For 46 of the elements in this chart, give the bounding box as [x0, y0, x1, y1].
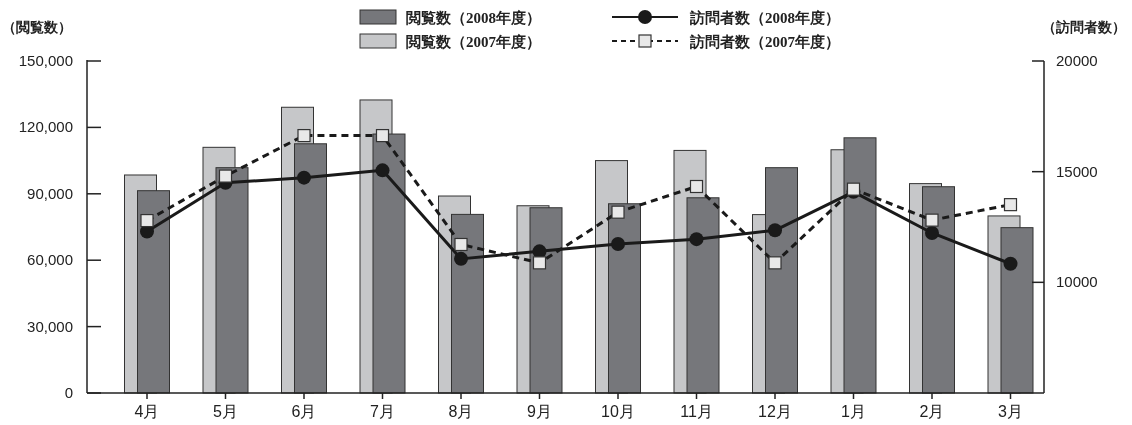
point	[925, 225, 939, 240]
point	[297, 170, 311, 185]
x-tick-label: 6月	[291, 403, 317, 420]
point	[218, 169, 233, 183]
point	[532, 256, 547, 270]
x-tick-label: 5月	[213, 403, 238, 420]
point	[297, 128, 311, 143]
y2-axis-title: （訪問者数）	[1042, 19, 1126, 35]
x-tick-label: 7月	[370, 403, 395, 420]
point	[689, 232, 704, 247]
x-tick-label: 9月	[527, 403, 552, 420]
y-tick-label: 30,000	[27, 317, 73, 335]
point	[611, 205, 625, 219]
x-tick-label: 2月	[919, 403, 945, 420]
y-tick-label: 60,000	[27, 251, 73, 269]
legend-label: 閲覧数（2008年度）	[406, 9, 541, 26]
point	[454, 251, 468, 266]
x-tick-label: 12月	[758, 403, 792, 420]
point	[140, 213, 154, 228]
point	[375, 128, 390, 143]
y-tick-label: 150,000	[18, 52, 73, 69]
x-tick-label: 11月	[680, 403, 713, 420]
x-tick-label: 10月	[601, 403, 635, 420]
y2-tick-label: 20000	[1056, 52, 1098, 69]
y-axis-title: （閲覧数）	[2, 20, 72, 35]
point	[1003, 256, 1018, 271]
point	[768, 223, 782, 238]
y-tick-label: 0	[64, 384, 73, 401]
point	[689, 179, 704, 194]
point	[611, 237, 625, 252]
x-tick-label: 3月	[998, 403, 1023, 420]
y2-tick-label: 10000	[1056, 273, 1098, 291]
x-tick-label: 4月	[134, 403, 160, 420]
legend-label: 訪問者数（2008年度）	[689, 9, 840, 26]
x-tick-label: 1月	[841, 403, 866, 420]
legend-label: 閲覧数（2007年度）	[406, 33, 541, 50]
y-tick-label: 120,000	[18, 118, 73, 136]
y-tick-label: 90,000	[27, 184, 73, 202]
point	[375, 163, 390, 178]
point	[768, 256, 782, 270]
point	[925, 213, 939, 227]
point	[454, 237, 468, 252]
point	[1003, 198, 1018, 212]
y2-tick-label: 15000	[1056, 162, 1098, 180]
legend-label: 訪問者数（2007年度）	[689, 33, 840, 50]
x-tick-label: 8月	[448, 403, 474, 420]
